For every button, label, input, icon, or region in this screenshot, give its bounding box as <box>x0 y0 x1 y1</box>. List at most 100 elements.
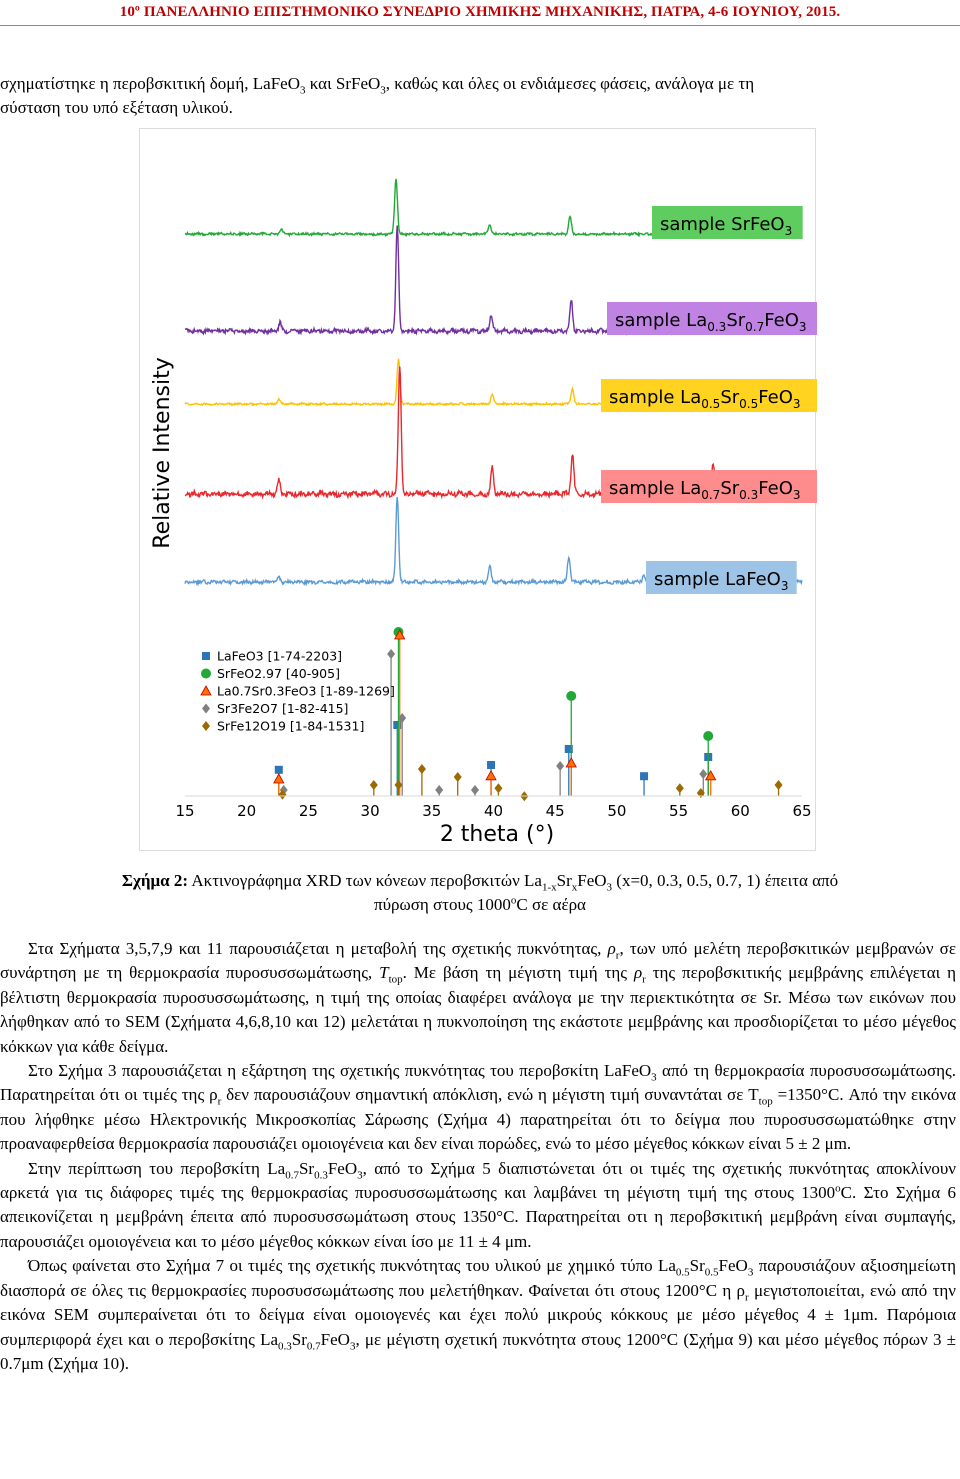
sample-label-bg <box>601 470 817 503</box>
marker-circle <box>201 668 211 679</box>
marker-diamond <box>202 703 210 714</box>
y-axis-label: Relative Intensity <box>150 357 175 548</box>
intro-text: και SrFeO <box>305 74 381 93</box>
subscript: 3 <box>349 1339 356 1352</box>
marker-circle <box>703 731 714 741</box>
text: της περοβσκιτικής μεμβράνης επιλέγεται η… <box>0 963 956 1056</box>
sample-label-4: sample LaFeO3 <box>646 561 797 594</box>
subscript: 3 <box>785 224 793 238</box>
marker-diamond <box>774 780 783 790</box>
x-tick-label: 60 <box>731 802 750 820</box>
marker-diamond <box>398 713 407 723</box>
marker-diamond <box>699 769 708 779</box>
x-tick-label: 65 <box>792 802 811 820</box>
sample-label-1: sample La0.3Sr0.7FeO3 <box>607 302 817 335</box>
text: FeO <box>718 1256 748 1276</box>
subscript: r <box>642 973 646 986</box>
body-text: Στα Σχήματα 3,5,7,9 και 11 παρουσιάζεται… <box>0 937 956 1376</box>
text: ρ <box>607 939 616 958</box>
x-tick-label: 20 <box>237 802 256 820</box>
sample-label-bg <box>601 379 817 412</box>
subscript: 3 <box>799 320 807 334</box>
paragraph-2: Στο Σχήμα 3 παρουσιάζεται η εξάρτηση της… <box>0 1059 956 1157</box>
sample-label-3: sample La0.7Sr0.3FeO3 <box>601 470 817 503</box>
sample-label-text: sample La0.3Sr0.7FeO3 <box>615 310 807 334</box>
caption-text: πύρωση στους 1000 <box>374 895 511 914</box>
subscript: 0.5 <box>701 397 720 411</box>
subscript: 0.5 <box>704 1266 719 1279</box>
marker-diamond <box>369 780 378 790</box>
subscript: 3 <box>606 881 613 894</box>
label-part: sample La <box>609 478 701 499</box>
caption-text: C σε αέρα <box>516 895 586 914</box>
marker-square <box>487 761 496 769</box>
intro-paragraph: σχηματίστηκε η περοβσκιτική δομή, LaFeO 3… <box>0 72 956 120</box>
x-tick-label: 45 <box>546 802 565 820</box>
label-part: sample SrFeO <box>660 214 785 235</box>
marker-triangle <box>485 769 497 781</box>
text: ρ <box>633 963 643 983</box>
text: =1350°C. Από την εικόνα που λήφθηκε μέσω… <box>0 1085 957 1154</box>
subscript: 3 <box>380 84 386 97</box>
marker-diamond <box>453 772 462 782</box>
text: Στο Σχήμα 3 παρουσιάζεται η εξάρτηση της… <box>28 1061 652 1081</box>
caption-text: Sr <box>556 871 572 890</box>
text: Sr <box>291 1329 307 1349</box>
label-part: Sr <box>720 387 739 408</box>
label-part: sample La <box>615 310 707 331</box>
text: Στην περίπτωση του περοβσκίτη La <box>28 1158 286 1178</box>
marker-diamond <box>470 785 479 795</box>
marker-square <box>393 721 402 729</box>
x-tick-label: 25 <box>299 802 318 820</box>
label-part: FeO <box>764 310 799 331</box>
caption-label: Σχήμα 2: <box>121 871 189 890</box>
text: , από το Σχήμα 5 διαπιστώνεται ότι οι τι… <box>0 1158 956 1203</box>
subscript: x <box>571 881 578 894</box>
subscript: r <box>745 1291 749 1304</box>
marker-square <box>202 652 210 660</box>
text: , των υπό μελέτη περοβσκιτικών μεμβρανών… <box>0 939 956 983</box>
text: C. Στο Σχήμα 6 απεικονίζεται η μεμβράνη … <box>0 1183 957 1251</box>
label-part: Sr <box>726 310 745 331</box>
text: δεν παρουσιάζουν σημαντική απόκλιση, ενώ… <box>221 1085 759 1105</box>
text: FeO <box>327 1158 358 1178</box>
legend-entry: Sr3Fe2O7 [1-82-415] <box>217 701 348 716</box>
text: Στα Σχήματα 3,5,7,9 και 11 παρουσιάζεται… <box>28 939 608 958</box>
x-tick-label: 55 <box>669 802 688 820</box>
subscript: 1-x <box>541 881 557 894</box>
subscript: 3 <box>793 488 801 502</box>
intro-text: , καθώς και όλες οι ενδιάμεσες φάσεις, α… <box>385 74 755 93</box>
label-part: sample LaFeO <box>654 569 781 590</box>
text: Sr <box>298 1158 315 1178</box>
text: Sr <box>689 1256 705 1276</box>
subscript: 0.5 <box>675 1266 690 1279</box>
header-divider <box>0 25 960 26</box>
legend-entry: La0.7Sr0.3FeO3 [1-89-1269] <box>217 684 395 699</box>
legend-entry: LaFeO3 [1-74-2203] <box>217 649 342 664</box>
subscript: 0.5 <box>739 397 758 411</box>
x-tick-label: 40 <box>484 802 503 820</box>
text: FeO <box>320 1329 350 1349</box>
x-axis-label: 2 theta (°) <box>440 822 554 847</box>
text: από τη θερμοκρασία πυροσυσσωμάτωσης. Παρ… <box>0 1061 956 1105</box>
x-tick-label: 35 <box>422 802 441 820</box>
label-part: sample La <box>609 387 701 408</box>
legend-entry: SrFe12O19 [1-84-1531] <box>217 719 364 734</box>
subscript: top <box>758 1095 773 1108</box>
marker-diamond <box>556 761 565 771</box>
label-part: Sr <box>720 478 739 499</box>
intro-text: σχηματίστηκε η περοβσκιτική δομή, LaFeO <box>0 74 300 93</box>
sample-label-text: sample SrFeO3 <box>660 214 792 238</box>
caption-text: Ακτινογράφημα XRD των κόνεων περοβσκιτών… <box>188 871 542 890</box>
marker-diamond <box>202 721 210 731</box>
marker-square <box>274 765 283 774</box>
figure-caption: Σχήμα 2: Ακτινογράφημα XRD των κόνεων πε… <box>0 869 960 917</box>
paragraph-1: Στα Σχήματα 3,5,7,9 και 11 παρουσιάζεται… <box>0 937 956 1059</box>
subscript: 3 <box>781 579 789 593</box>
caption-text: FeO <box>577 871 607 890</box>
sample-label-bg <box>652 206 803 239</box>
marker-triangle <box>273 773 285 784</box>
superscript: o <box>835 1182 841 1195</box>
marker-diamond <box>435 785 444 795</box>
